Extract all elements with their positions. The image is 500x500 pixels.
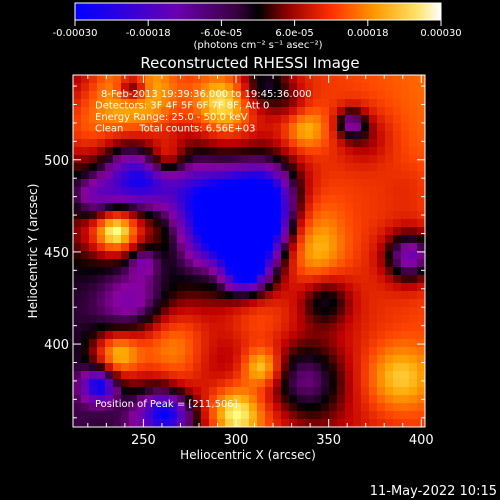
annotations: 8-Feb-2013 19:39:36.000 to 19:45:36.000D… <box>95 89 312 135</box>
annotation-line: Energy Range: 25.0 - 50.0 keV <box>95 112 248 123</box>
y-tick-label: 400 <box>44 338 69 353</box>
x-tick-label: 350 <box>316 433 341 448</box>
y-tick-label: 500 <box>44 154 69 169</box>
axes: 250 300 350 400 400 450 500 <box>44 75 434 448</box>
heatmap-cells <box>73 75 425 427</box>
colorbar-tick-label: -0.00018 <box>126 28 171 39</box>
x-tick-label: 300 <box>224 433 249 448</box>
colorbar <box>74 2 442 21</box>
colorbar-tick-label: 0.00018 <box>347 28 388 39</box>
colorbar-tick-label: 0.00030 <box>420 28 461 39</box>
annotation-line: 8-Feb-2013 19:39:36.000 to 19:45:36.000 <box>101 89 312 100</box>
x-tick-label: 400 <box>409 433 434 448</box>
x-axis-title: Heliocentric X (arcsec) <box>180 448 316 462</box>
plot-frame <box>72 74 426 428</box>
colorbar-tick-label: -0.00030 <box>53 28 98 39</box>
peak-position-label: Position of Peak = [211,506] <box>95 399 238 410</box>
y-tick-label: 450 <box>44 246 69 261</box>
colorbar-tick-label: 6.0e-05 <box>275 28 313 39</box>
chart-title: Reconstructed RHESSI Image <box>140 54 359 72</box>
colorbar-unit-label: (photons cm⁻² s⁻¹ asec⁻²) <box>193 40 322 51</box>
x-tick-label: 250 <box>131 433 156 448</box>
footer-date: 11-May-2022 10:15 <box>370 484 497 499</box>
colorbar-tick-label: -6.0e-05 <box>200 28 242 39</box>
colorbar-ticks: -0.00030 -0.00018 -6.0e-05 6.0e-05 0.00018 0.… <box>53 20 462 39</box>
y-axis-title: Heliocentric Y (arcsec) <box>26 184 40 319</box>
annotation-line: Clean Total counts: 6.56E+03 <box>95 124 255 135</box>
annotation-line: Detectors: 3F 4F 5F 6F 7F 8F, Att 0 <box>95 101 269 112</box>
